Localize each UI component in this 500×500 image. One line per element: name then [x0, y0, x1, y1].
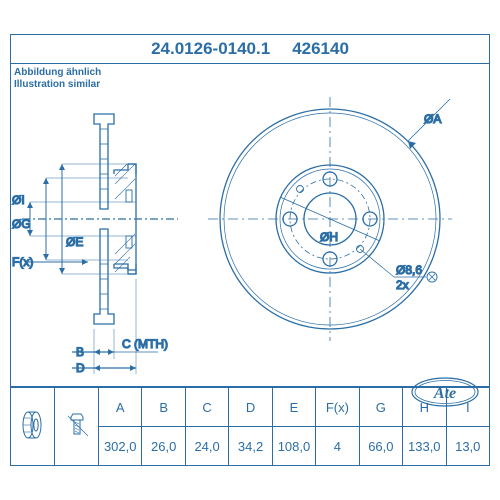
col-H: H — [403, 388, 446, 427]
col-A: A — [99, 388, 142, 427]
col-E: E — [272, 388, 315, 427]
val-D: 34,2 — [229, 427, 272, 466]
val-B: 26,0 — [142, 427, 185, 466]
val-H: 133,0 — [403, 427, 446, 466]
col-F: F(x) — [316, 388, 359, 427]
header-bar: 24.0126-0140.1 426140 — [10, 34, 490, 64]
alt-number: 426140 — [292, 39, 349, 59]
icon-cell-bolt — [55, 388, 99, 466]
label-I: ØI — [12, 193, 25, 207]
drawing-svg: ØI ØG ØE F(x) — [10, 64, 490, 386]
val-E: 108,0 — [272, 427, 315, 466]
part-number: 24.0126-0140.1 — [151, 39, 270, 59]
val-F: 4 — [316, 427, 359, 466]
icon-cell-disc — [11, 388, 55, 466]
label-E: ØE — [66, 235, 83, 249]
spec-table: A B C D E F(x) G H I 302,0 26,0 24,0 34,… — [10, 387, 490, 466]
val-A: 302,0 — [99, 427, 142, 466]
val-G: 66,0 — [359, 427, 402, 466]
label-hole-n: 2x — [396, 278, 409, 292]
col-D: D — [229, 388, 272, 427]
technical-drawing: ØI ØG ØE F(x) — [10, 64, 490, 386]
col-I: I — [446, 388, 490, 427]
label-H: ØH — [320, 230, 338, 244]
table-header-row: A B C D E F(x) G H I — [11, 388, 490, 427]
val-I: 13,0 — [446, 427, 490, 466]
label-A: ØA — [424, 112, 441, 126]
label-hole-d: Ø8,6 — [396, 263, 422, 277]
label-G: ØG — [12, 217, 31, 231]
label-C: C (MTH) — [122, 337, 168, 351]
label-F: F(x) — [12, 255, 33, 269]
col-G: G — [359, 388, 402, 427]
val-C: 24,0 — [185, 427, 228, 466]
spec-table-wrap: A B C D E F(x) G H I 302,0 26,0 24,0 34,… — [10, 386, 490, 466]
col-B: B — [142, 388, 185, 427]
col-C: C — [185, 388, 228, 427]
